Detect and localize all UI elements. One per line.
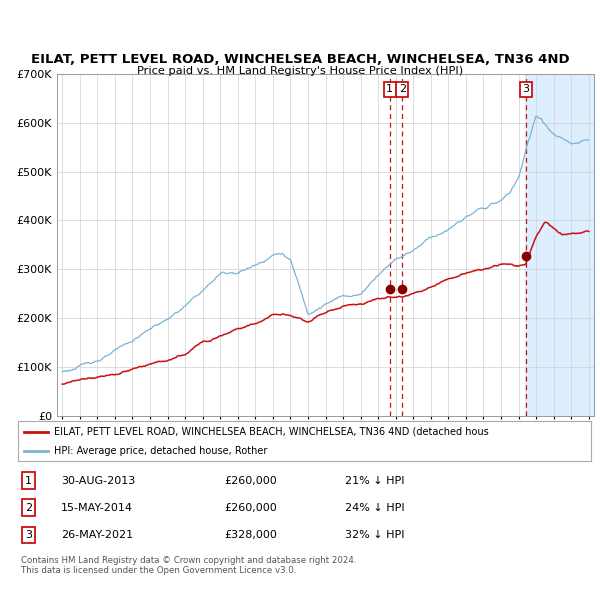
Text: 26-MAY-2021: 26-MAY-2021 xyxy=(61,530,133,540)
Text: Contains HM Land Registry data © Crown copyright and database right 2024.
This d: Contains HM Land Registry data © Crown c… xyxy=(21,556,356,575)
Text: 2: 2 xyxy=(25,503,32,513)
Text: 15-MAY-2014: 15-MAY-2014 xyxy=(61,503,133,513)
Bar xyxy=(525,74,600,416)
Text: £260,000: £260,000 xyxy=(224,503,277,513)
Text: 3: 3 xyxy=(25,530,32,540)
Text: EILAT, PETT LEVEL ROAD, WINCHELSEA BEACH, WINCHELSEA, TN36 4ND: EILAT, PETT LEVEL ROAD, WINCHELSEA BEACH… xyxy=(31,53,569,66)
Text: Price paid vs. HM Land Registry's House Price Index (HPI): Price paid vs. HM Land Registry's House … xyxy=(137,65,463,76)
Text: 1: 1 xyxy=(25,476,32,486)
Text: HPI: Average price, detached house, Rother: HPI: Average price, detached house, Roth… xyxy=(53,446,267,456)
Text: £260,000: £260,000 xyxy=(224,476,277,486)
Text: 21% ↓ HPI: 21% ↓ HPI xyxy=(344,476,404,486)
Text: £328,000: £328,000 xyxy=(224,530,277,540)
Text: 1: 1 xyxy=(386,84,393,94)
Text: 32% ↓ HPI: 32% ↓ HPI xyxy=(344,530,404,540)
Text: 24% ↓ HPI: 24% ↓ HPI xyxy=(344,503,404,513)
Text: 3: 3 xyxy=(522,84,529,94)
Text: EILAT, PETT LEVEL ROAD, WINCHELSEA BEACH, WINCHELSEA, TN36 4ND (detached hous: EILAT, PETT LEVEL ROAD, WINCHELSEA BEACH… xyxy=(53,427,488,437)
Text: 2: 2 xyxy=(398,84,406,94)
Text: 30-AUG-2013: 30-AUG-2013 xyxy=(61,476,135,486)
